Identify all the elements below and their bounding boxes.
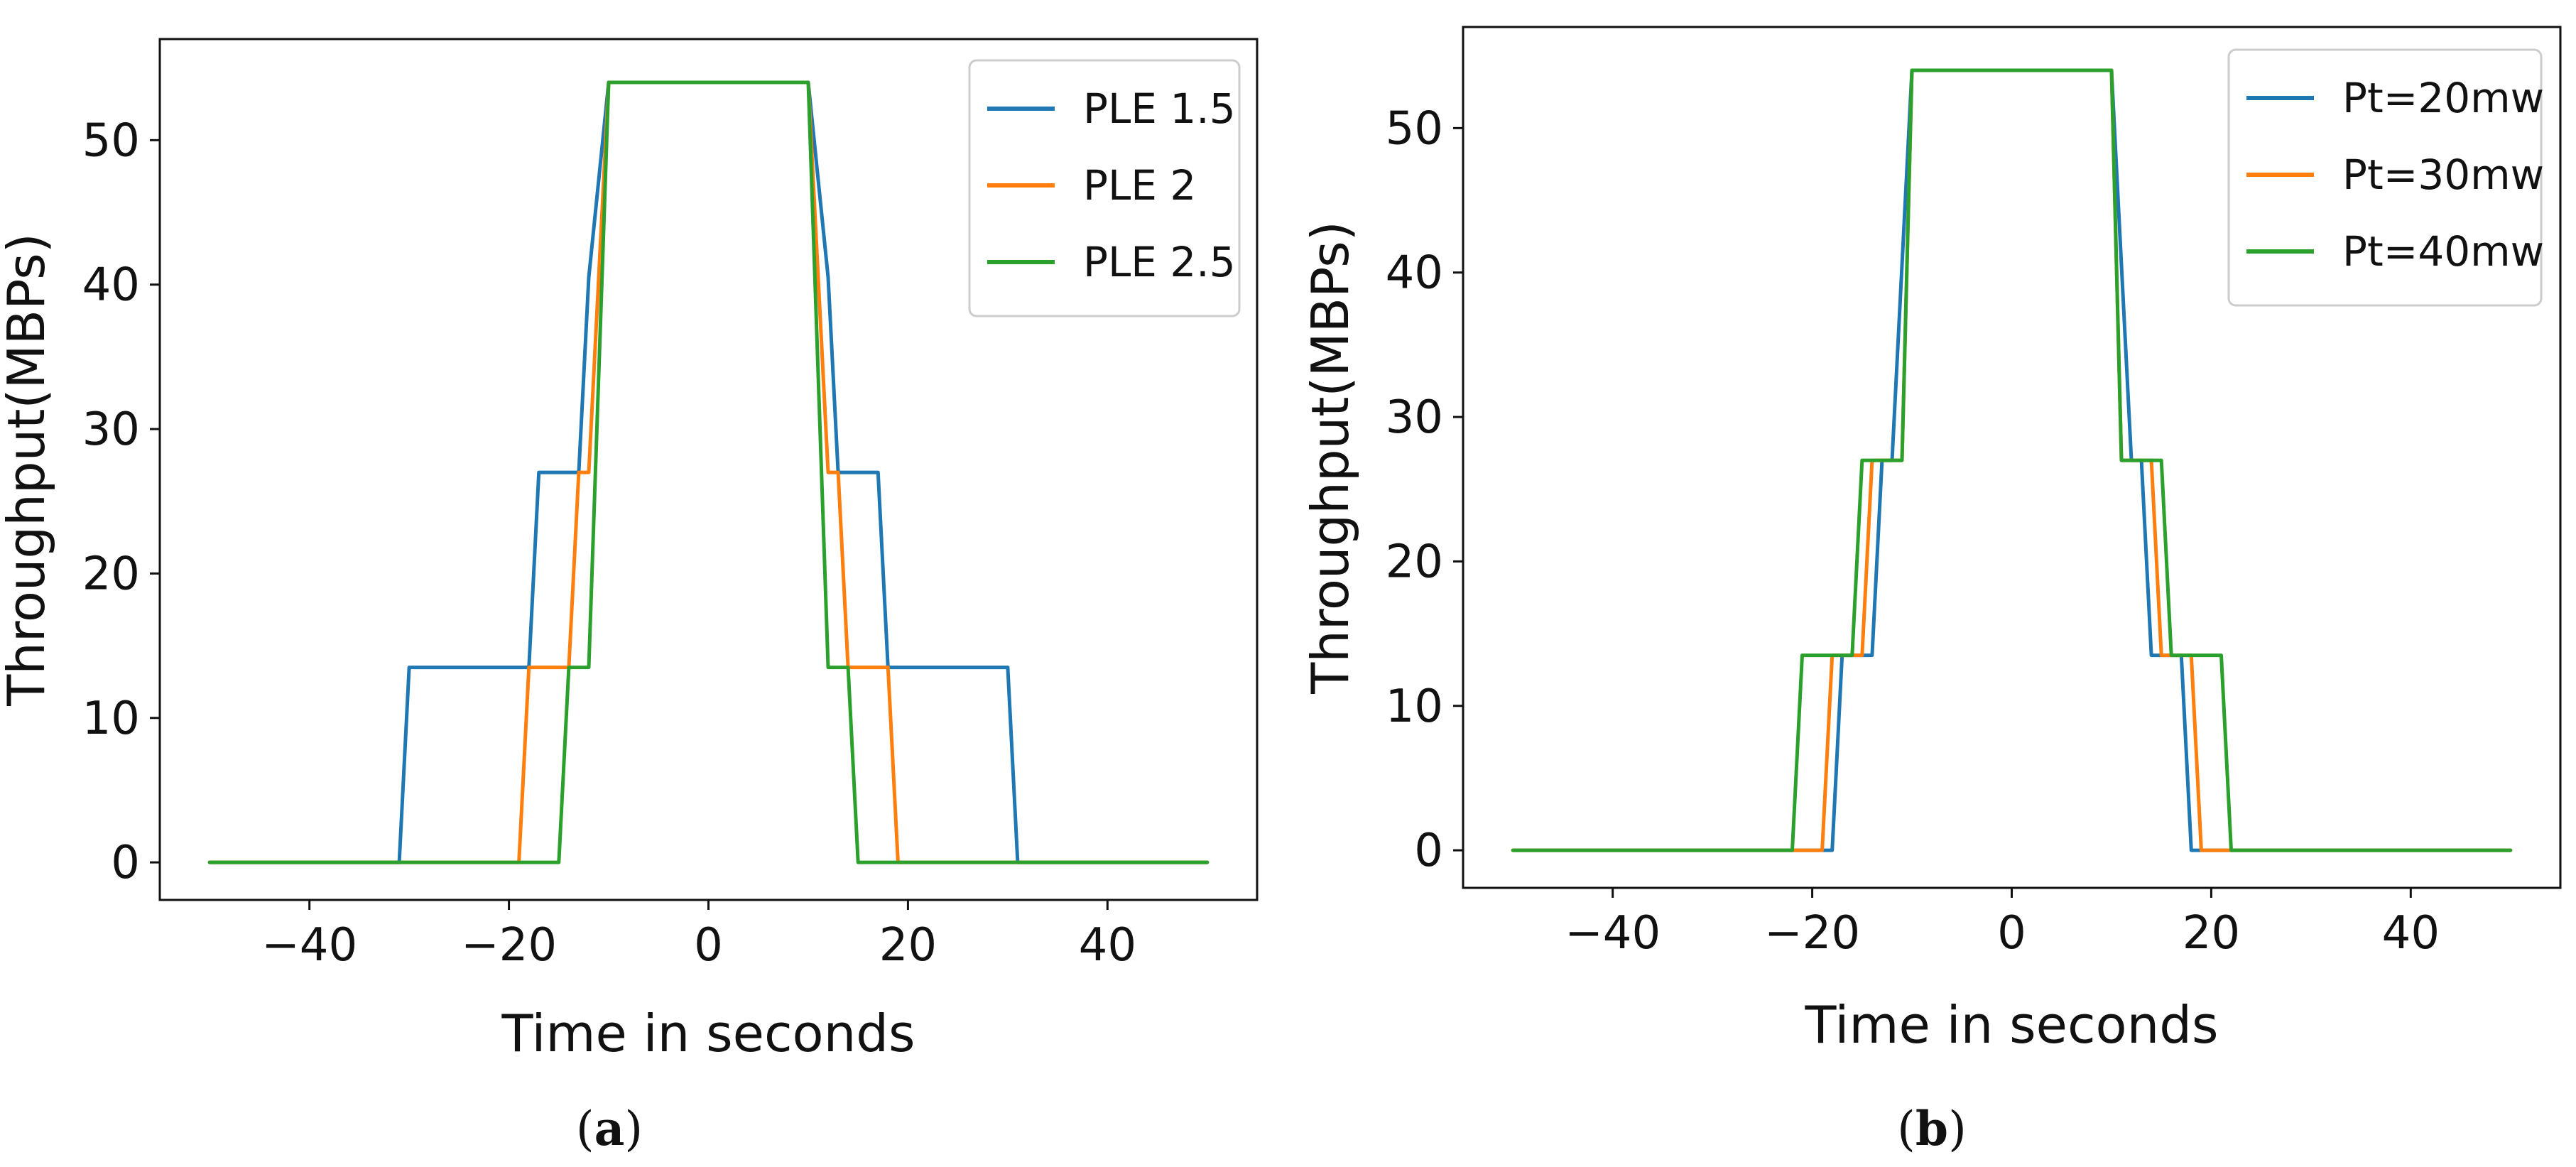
y-tick-label: 0 — [111, 837, 140, 889]
legend-label: PLE 2.5 — [1083, 238, 1236, 286]
x-tick-label: 0 — [1997, 907, 2026, 960]
x-tick-label: −20 — [461, 919, 557, 972]
y-tick-label: 10 — [82, 693, 140, 745]
series-line-3 — [207, 80, 1210, 864]
series-line-3 — [1511, 68, 2513, 852]
caption-close-paren: ) — [624, 1102, 643, 1156]
y-tick-label: 30 — [1386, 391, 1443, 444]
x-tick-label: −40 — [1565, 907, 1661, 960]
y-tick-label: 40 — [82, 259, 140, 312]
y-tick-label: 50 — [82, 114, 140, 167]
x-tick-label: 40 — [1079, 919, 1136, 972]
caption-open-paren: ( — [1897, 1102, 1915, 1156]
y-tick-label: 0 — [1414, 825, 1443, 877]
caption-letter: b — [1915, 1101, 1948, 1156]
plot-frame — [158, 38, 1259, 901]
x-tick-label: 20 — [879, 919, 937, 972]
caption-close-paren: ) — [1948, 1102, 1967, 1156]
y-axis-label: Throughput(MBPs) — [1300, 221, 1360, 695]
chart-panel-b: −40 −20 0 20 40 0 10 20 30 40 50 Pt=20mw Pt=30mw Pt=4… — [1300, 26, 2562, 1156]
y-tick-label: 40 — [1386, 247, 1443, 300]
plot-frame — [1462, 26, 2562, 889]
caption-letter: a — [594, 1101, 625, 1156]
x-axis-label: Time in seconds — [1805, 995, 2219, 1055]
x-tick-label: 20 — [2183, 907, 2240, 960]
x-tick-label: −20 — [1764, 907, 1860, 960]
panel-caption: (b) — [1897, 1101, 1967, 1156]
y-tick-label: 10 — [1386, 680, 1443, 733]
x-tick-label: 0 — [694, 919, 723, 972]
x-tick-label: −40 — [261, 919, 357, 972]
legend-label: Pt=40mw — [2342, 227, 2544, 276]
legend-label: Pt=30mw — [2342, 151, 2544, 199]
x-axis-label: Time in seconds — [501, 1004, 915, 1063]
x-tick-label: 40 — [2382, 907, 2440, 960]
legend: PLE 1.5 PLE 2 PLE 2.5 — [968, 59, 1241, 317]
y-tick-label: 50 — [1386, 102, 1443, 155]
legend-box — [2227, 48, 2543, 307]
legend-box — [968, 59, 1241, 317]
legend-label: PLE 1.5 — [1083, 85, 1236, 133]
y-tick-label: 20 — [82, 548, 140, 600]
y-tick-label: 20 — [1386, 536, 1443, 588]
y-axis-label: Throughput(MBPs) — [0, 233, 56, 707]
caption-open-paren: ( — [576, 1102, 594, 1156]
y-tick-label: 30 — [82, 403, 140, 456]
panel-caption: (a) — [576, 1101, 643, 1156]
legend: Pt=20mw Pt=30mw Pt=40mw — [2227, 48, 2544, 307]
chart-panel-a: −40 −20 0 20 40 0 10 20 30 40 50 PLE 1.5 PLE 2 PLE 2.… — [0, 38, 1259, 1156]
legend-label: Pt=20mw — [2342, 74, 2544, 122]
legend-label: PLE 2 — [1083, 161, 1196, 210]
